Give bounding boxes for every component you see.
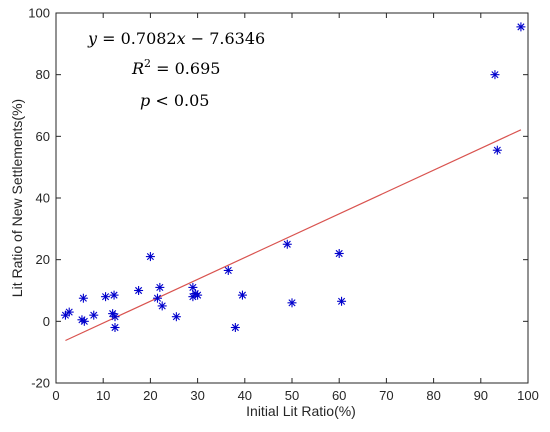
data-point — [516, 22, 526, 32]
y-axis-label: Lit Ratio of New Settlements(%) — [9, 99, 25, 297]
data-point — [237, 290, 247, 300]
x-tick-label: 30 — [190, 388, 204, 403]
data-point — [152, 293, 162, 303]
y-tick-label: 80 — [36, 67, 50, 82]
data-point — [89, 310, 99, 320]
data-point — [492, 145, 502, 155]
y-tick-label: 0 — [43, 314, 50, 329]
data-point — [188, 282, 198, 292]
x-tick-label: 90 — [474, 388, 488, 403]
data-point — [193, 290, 203, 300]
data-point — [110, 323, 120, 332]
regression-line — [65, 129, 522, 342]
data-point — [155, 282, 165, 292]
data-point — [110, 312, 120, 322]
y-tick-label: 60 — [36, 129, 50, 144]
data-point — [282, 239, 292, 249]
data-point — [109, 290, 119, 300]
x-tick-label: 50 — [285, 388, 299, 403]
data-point — [287, 298, 297, 308]
data-points — [60, 22, 526, 332]
plot-area — [55, 12, 529, 384]
data-point — [134, 286, 144, 295]
data-point — [145, 252, 155, 262]
x-tick-label: 60 — [332, 388, 346, 403]
data-point — [101, 292, 111, 302]
x-tick-label: 10 — [96, 388, 110, 403]
y-tick-label: 100 — [28, 6, 50, 21]
x-tick-label: 80 — [426, 388, 440, 403]
data-point — [171, 312, 181, 322]
data-point — [337, 296, 347, 306]
y-axis-ticks: -20 0 20 40 60 80 100 — [28, 6, 528, 391]
data-point — [79, 316, 89, 326]
x-axis-label: Initial Lit Ratio(%) — [246, 403, 356, 419]
y-tick-label: 40 — [36, 191, 50, 206]
data-point — [64, 307, 74, 317]
data-point — [490, 70, 500, 80]
data-point — [157, 301, 167, 311]
x-tick-label: 0 — [52, 388, 59, 403]
data-point — [223, 265, 233, 275]
x-tick-label: 40 — [238, 388, 252, 403]
data-point — [230, 323, 240, 332]
data-point — [78, 293, 88, 303]
y-tick-label: -20 — [31, 376, 50, 391]
x-tick-label: 70 — [379, 388, 393, 403]
r-squared-annotation: R2 = 0.695 — [131, 57, 220, 78]
x-tick-label: 20 — [143, 388, 157, 403]
p-value-annotation: p < 0.05 — [140, 91, 209, 110]
data-point — [334, 249, 344, 258]
x-axis-ticks: 0 10 20 30 40 50 60 70 80 90 100 — [52, 13, 539, 403]
y-tick-label: 20 — [36, 252, 50, 267]
equation-annotation: y = 0.7082x − 7.6346 — [87, 29, 265, 48]
x-tick-label: 100 — [517, 388, 539, 403]
